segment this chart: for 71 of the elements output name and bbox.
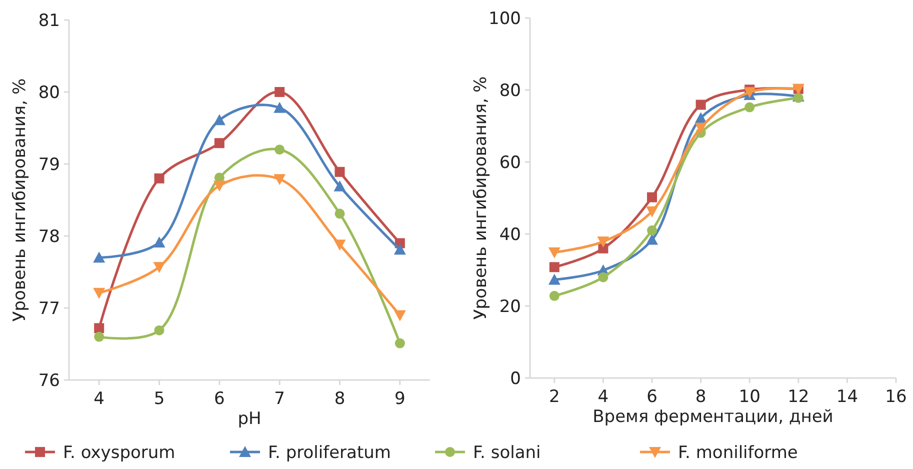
point (94, 323, 104, 334)
x-tick-label: 6 (214, 389, 225, 409)
legend-label: F. solani (473, 442, 541, 463)
legend-label: F. proliferatum (268, 442, 391, 463)
y-tick-label: 76 (38, 370, 60, 391)
point (548, 247, 560, 258)
point (154, 325, 164, 336)
point (744, 102, 755, 112)
x-axis-title: Время ферментации, дней (592, 407, 834, 427)
point (334, 208, 345, 219)
point (647, 192, 657, 202)
point (274, 144, 285, 155)
point (394, 338, 405, 348)
x-tick-label: 14 (836, 387, 858, 407)
point (696, 100, 706, 110)
point (213, 114, 226, 126)
point (153, 262, 166, 273)
x-tick-label: 2 (548, 387, 560, 407)
x-tick-label: 6 (646, 387, 658, 407)
point (548, 274, 560, 285)
point (153, 236, 166, 248)
point (549, 262, 560, 272)
y-tick-label: 80 (38, 82, 60, 103)
x-tick-label: 16 (885, 387, 907, 407)
x-axis-title: pH (238, 409, 262, 429)
point (694, 122, 707, 134)
point (647, 225, 657, 236)
x-tick-label: 4 (94, 389, 104, 409)
x-tick-label: 7 (274, 389, 285, 409)
point (646, 234, 658, 245)
point (154, 173, 164, 184)
x-tick-label: 9 (394, 389, 406, 409)
point (274, 87, 285, 97)
x-tick-label: 12 (788, 387, 810, 407)
point (646, 206, 658, 218)
point (334, 180, 346, 192)
x-tick-label: 8 (695, 387, 706, 407)
y-axis-title: Уровень ингибирования, % (10, 78, 30, 322)
point (274, 102, 286, 113)
point (694, 112, 707, 124)
x-tick-label: 4 (598, 387, 609, 407)
y-tick-label: 80 (499, 80, 521, 101)
x-tick-label: 5 (154, 389, 165, 409)
point (93, 288, 106, 299)
point (214, 138, 224, 148)
y-tick-label: 79 (38, 154, 60, 175)
point (394, 244, 406, 255)
point (394, 310, 406, 322)
x-tick-label: 10 (738, 387, 760, 407)
y-tick-label: 40 (499, 224, 521, 245)
y-tick-label: 81 (38, 10, 60, 31)
point (213, 180, 226, 192)
point (334, 240, 346, 251)
legend-label: F. oxysporum (63, 442, 176, 463)
point (334, 166, 345, 177)
y-tick-label: 77 (38, 298, 60, 319)
point (598, 272, 608, 282)
point (549, 290, 560, 301)
y-tick-label: 20 (499, 296, 521, 317)
x-tick-label: 8 (334, 389, 346, 409)
point (94, 332, 104, 342)
point (93, 252, 106, 263)
y-tick-label: 100 (488, 8, 521, 29)
point (597, 236, 610, 248)
point (274, 174, 286, 186)
y-tick-label: 78 (38, 226, 60, 247)
legend-label: F. moniliforme (678, 442, 798, 463)
y-tick-label: 60 (499, 152, 521, 173)
point (793, 92, 804, 103)
y-axis-title: Уровень ингибирования, % (471, 76, 491, 320)
y-tick-label: 0 (510, 368, 521, 389)
